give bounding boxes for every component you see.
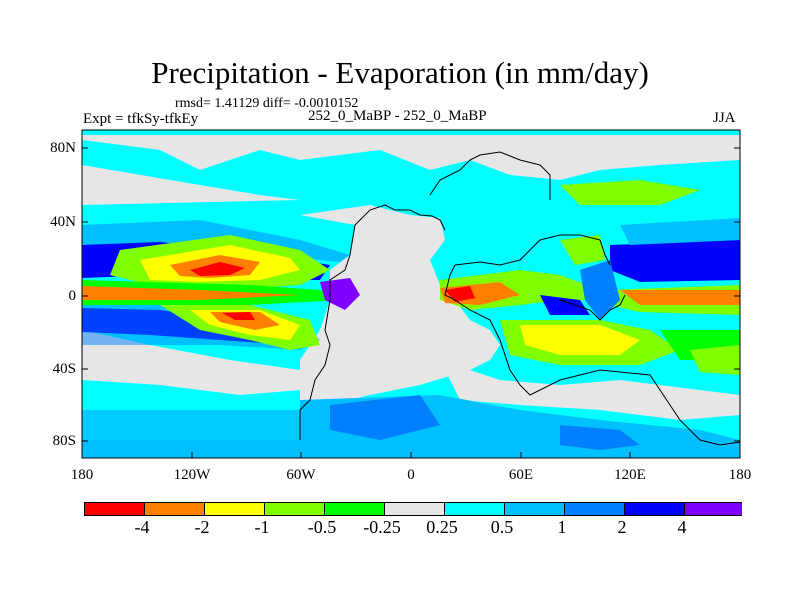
map-title: Precipitation - Evaporation (in mm/day): [151, 55, 649, 90]
colorbar-label: 1: [557, 517, 567, 537]
lon-label-60w: 60W: [286, 467, 316, 483]
colorbar-label: -1: [254, 517, 270, 537]
lat-label-40s: 40S: [52, 361, 76, 377]
colorbar-box: [564, 502, 625, 516]
period-label: 252_0_MaBP - 252_0_MaBP: [308, 108, 487, 124]
colorbar-box: [684, 502, 742, 516]
colorbar-box: [84, 502, 145, 516]
colorbar-box: [144, 502, 205, 516]
colorbar-box: [264, 502, 325, 516]
lon-label-180e: 180: [728, 467, 752, 483]
colorbar-label: 0.25: [426, 517, 458, 537]
lat-label-40n: 40N: [50, 214, 76, 230]
season-label: JJA: [713, 110, 736, 126]
colorbar-box: [324, 502, 385, 516]
stats-label: rmsd= 1.41129 diff= -0.0010152: [175, 96, 359, 111]
colorbar-label: -0.5: [307, 517, 337, 537]
colorbar-label: 0.5: [490, 517, 514, 537]
colorbar-label: -2: [194, 517, 210, 537]
colorbar-box: [384, 502, 445, 516]
colorbar-box: [504, 502, 565, 516]
lon-label-120w: 120W: [173, 467, 211, 483]
colorbar-box: [444, 502, 505, 516]
colorbar-box: [204, 502, 265, 516]
lon-label-180w: 180: [70, 467, 94, 483]
lon-label-0: 0: [407, 467, 415, 483]
colorbar: [84, 502, 742, 516]
colorbar-label: -4: [134, 517, 150, 537]
experiment-label: Expt = tfkSy-tfkEy: [83, 111, 199, 127]
lat-label-0: 0: [68, 288, 77, 304]
lon-label-120e: 120E: [614, 467, 646, 483]
lat-label-80n: 80N: [50, 140, 76, 156]
colorbar-label: -0.25: [363, 517, 401, 537]
colorbar-label: 2: [617, 517, 627, 537]
lon-label-60e: 60E: [508, 467, 534, 483]
colorbar-label: 4: [677, 517, 687, 537]
colorbar-box: [624, 502, 685, 516]
lat-label-80s: 80S: [52, 433, 76, 449]
